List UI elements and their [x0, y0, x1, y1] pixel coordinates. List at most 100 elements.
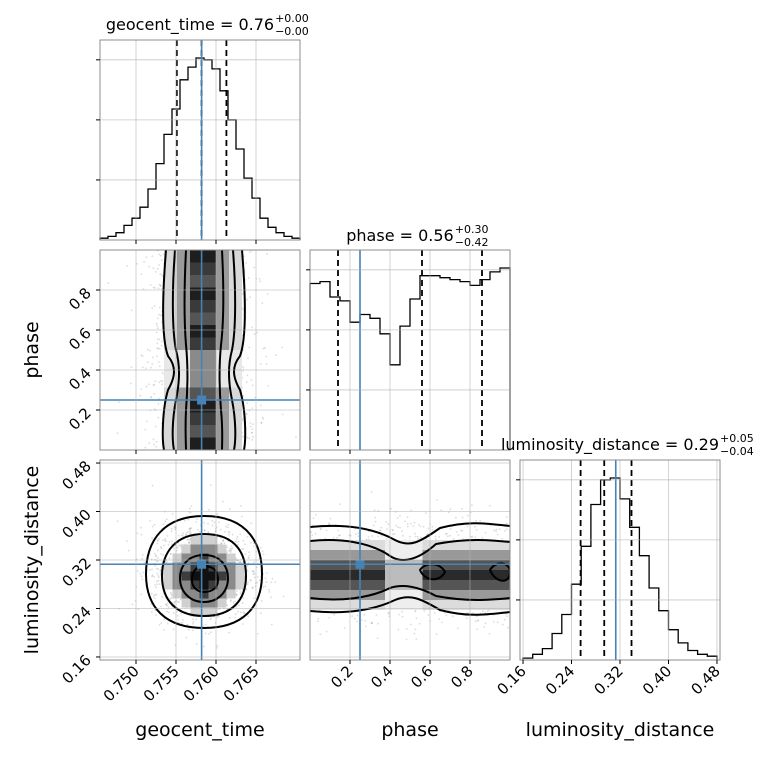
sample-point: [474, 526, 476, 528]
sample-point: [160, 546, 162, 548]
density-cell: [203, 363, 216, 376]
density-cell: [473, 570, 486, 580]
sample-point: [187, 539, 189, 541]
sample-point: [159, 285, 161, 287]
sample-point: [156, 325, 158, 327]
sample-point: [184, 520, 186, 522]
sample-point: [164, 538, 166, 540]
sample-point: [401, 530, 403, 532]
sample-point: [158, 254, 160, 256]
sample-point: [173, 548, 175, 550]
sample-point: [418, 524, 420, 526]
density-cell: [385, 570, 398, 580]
density-cell: [164, 438, 177, 451]
density-cell: [229, 250, 242, 263]
sample-point: [423, 526, 425, 528]
sample-point: [173, 601, 175, 603]
density-cell: [373, 580, 386, 590]
sample-point: [147, 349, 149, 351]
sample-point: [386, 538, 388, 540]
sample-point: [229, 550, 231, 552]
sample-point: [156, 355, 158, 357]
sample-point: [143, 572, 145, 574]
sample-point: [162, 380, 164, 382]
density-cell: [164, 363, 177, 376]
sample-point: [449, 508, 451, 510]
sample-point: [142, 355, 144, 357]
sample-point: [222, 501, 224, 503]
sample-point: [365, 626, 367, 628]
sample-point: [250, 522, 252, 524]
sample-point: [187, 519, 189, 521]
sample-point: [243, 367, 245, 369]
density-cell: [164, 425, 177, 438]
sample-point: [190, 532, 192, 534]
sample-point: [218, 521, 220, 523]
sample-point: [228, 531, 230, 533]
sample-point: [126, 540, 128, 542]
sample-point: [166, 611, 168, 613]
sample-point: [210, 484, 212, 486]
sample-point: [455, 517, 457, 519]
density-cell: [323, 580, 336, 590]
sample-point: [145, 447, 147, 449]
sample-point: [244, 543, 246, 545]
sample-point: [376, 614, 378, 616]
density-cell: [360, 550, 373, 560]
sample-point: [152, 357, 154, 359]
sample-point: [195, 521, 197, 523]
density-cell: [177, 250, 190, 263]
sample-point: [165, 604, 167, 606]
sample-point: [450, 528, 452, 530]
sample-point: [157, 557, 159, 559]
sample-point: [234, 617, 236, 619]
sample-point: [161, 341, 163, 343]
sample-point: [483, 626, 485, 628]
sample-point: [157, 327, 159, 329]
sample-point: [153, 384, 155, 386]
density-cell: [348, 550, 361, 560]
density-cell: [236, 581, 245, 590]
density-cell: [203, 438, 216, 451]
sample-point: [420, 526, 422, 528]
sample-point: [482, 610, 484, 612]
sample-point: [161, 596, 163, 598]
sample-point: [265, 586, 267, 588]
sample-point: [419, 623, 421, 625]
sample-point: [155, 426, 157, 428]
sample-point: [178, 622, 180, 624]
sample-point: [407, 526, 409, 528]
sample-point: [246, 414, 248, 416]
sample-point: [476, 628, 478, 630]
density-cell: [164, 313, 177, 326]
sample-point: [182, 622, 184, 624]
sample-point: [398, 614, 400, 616]
sample-point: [240, 611, 242, 613]
sample-point: [387, 612, 389, 614]
sample-point: [163, 629, 165, 631]
density-cell: [164, 325, 177, 338]
sample-point: [336, 537, 338, 539]
sample-point: [190, 530, 192, 532]
density-cell: [348, 580, 361, 590]
panel-background: [100, 40, 300, 240]
sample-point: [168, 606, 170, 608]
sample-point: [266, 363, 268, 365]
sample-point: [263, 348, 265, 350]
sample-point: [203, 646, 205, 648]
density-cell: [177, 438, 190, 451]
density-cell: [203, 375, 216, 388]
sample-point: [157, 573, 159, 575]
sample-point: [478, 620, 480, 622]
sample-point: [216, 617, 218, 619]
sample-point: [162, 372, 164, 374]
sample-point: [154, 380, 156, 382]
sample-point: [186, 637, 188, 639]
sample-point: [407, 516, 409, 518]
sample-point: [145, 368, 147, 370]
sample-point: [143, 261, 145, 263]
sample-point: [117, 520, 119, 522]
density-cell: [216, 375, 229, 388]
density-cell: [323, 570, 336, 580]
sample-point: [188, 542, 190, 544]
